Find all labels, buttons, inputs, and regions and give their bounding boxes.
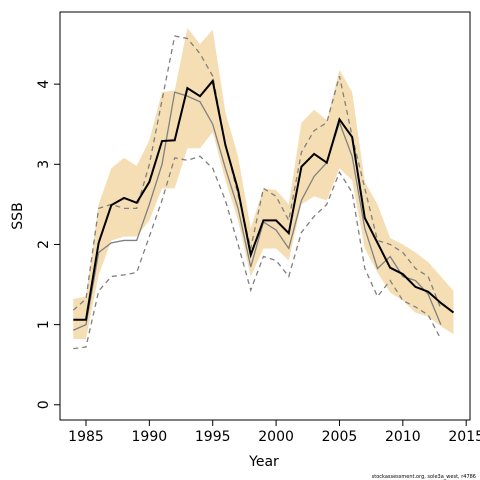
y-tick-label: 0 — [36, 400, 52, 409]
line — [72, 35, 442, 311]
line — [73, 78, 455, 321]
x-tick-label: 2015 — [448, 429, 480, 445]
y-tick-label: 2 — [36, 240, 52, 249]
x-tick-label: 1995 — [195, 429, 231, 445]
line — [73, 155, 442, 350]
plot-frame — [59, 11, 471, 421]
y-tick-label: 4 — [36, 80, 52, 89]
y-axis-label: SSB — [10, 202, 26, 229]
x-tick-label: 1990 — [132, 429, 168, 445]
confidence-band — [73, 28, 454, 340]
x-axis-label: Year — [248, 454, 279, 470]
y-tick-label: 1 — [36, 320, 52, 329]
x-tick-label: 2010 — [385, 429, 421, 445]
x-tick-label: 2000 — [258, 429, 294, 445]
x-tick-label: 2005 — [322, 429, 358, 445]
y-tick-label: 3 — [36, 160, 52, 169]
x-tick-label: 1985 — [68, 429, 104, 445]
footnote: stockassessment.org, sole3a_west, r4786 — [372, 474, 476, 480]
line — [73, 91, 442, 331]
